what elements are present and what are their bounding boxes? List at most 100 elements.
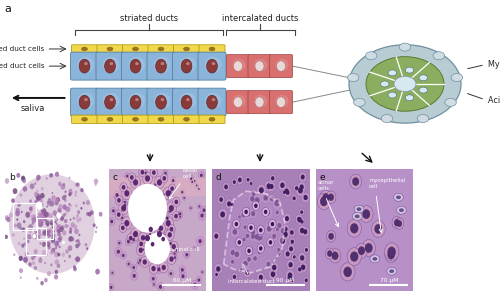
Text: 90 μM: 90 μM [276,277,294,282]
Circle shape [406,67,414,73]
Circle shape [168,232,172,238]
Circle shape [130,176,140,189]
Circle shape [43,229,47,235]
Circle shape [127,233,134,243]
Circle shape [147,184,149,186]
Circle shape [374,224,382,233]
Circle shape [358,247,365,255]
Circle shape [76,182,80,187]
Circle shape [266,183,271,189]
Circle shape [289,247,293,251]
Circle shape [143,248,144,251]
Circle shape [142,259,147,265]
Circle shape [252,201,260,211]
Circle shape [322,194,329,202]
Circle shape [162,265,166,270]
Circle shape [47,233,51,238]
Circle shape [30,214,35,220]
Circle shape [282,189,286,196]
Circle shape [233,275,236,279]
Circle shape [253,205,258,211]
Circle shape [178,211,182,217]
Circle shape [250,190,257,198]
Circle shape [433,52,444,60]
Circle shape [246,211,250,217]
Circle shape [64,260,66,262]
Circle shape [145,175,150,181]
Circle shape [147,209,152,216]
Circle shape [36,221,39,225]
Ellipse shape [396,195,401,199]
Circle shape [232,178,237,186]
Circle shape [34,192,38,196]
Circle shape [54,270,58,274]
Ellipse shape [154,93,170,109]
Circle shape [18,256,23,261]
Circle shape [251,211,255,216]
Circle shape [59,236,62,240]
Circle shape [144,172,146,174]
Circle shape [164,215,170,221]
Circle shape [230,258,235,266]
Circle shape [198,171,204,179]
FancyBboxPatch shape [96,52,124,80]
Circle shape [38,202,40,205]
Circle shape [278,226,287,236]
Circle shape [30,184,35,189]
Circle shape [76,217,78,219]
Circle shape [240,268,242,272]
Ellipse shape [276,95,288,108]
FancyBboxPatch shape [174,45,200,53]
Ellipse shape [209,117,215,121]
Circle shape [54,259,59,265]
Circle shape [110,270,114,275]
Circle shape [296,184,305,196]
Circle shape [74,191,77,194]
Circle shape [52,220,54,222]
Circle shape [156,233,160,237]
FancyBboxPatch shape [270,91,292,114]
Circle shape [285,216,289,221]
Circle shape [62,204,66,210]
Circle shape [23,257,28,263]
Circle shape [54,221,56,223]
Ellipse shape [158,117,164,121]
Circle shape [142,215,144,219]
Circle shape [362,239,376,256]
Circle shape [249,225,253,230]
Circle shape [112,209,114,213]
Circle shape [195,183,198,188]
Circle shape [135,212,138,215]
Circle shape [136,260,140,265]
Circle shape [142,232,152,244]
Circle shape [56,214,60,218]
Circle shape [38,232,41,236]
Circle shape [68,189,72,193]
Circle shape [158,267,160,271]
Circle shape [73,217,75,220]
Circle shape [157,282,164,291]
Circle shape [170,272,172,275]
Circle shape [172,251,177,256]
Circle shape [298,252,306,263]
Circle shape [108,217,115,225]
Circle shape [38,198,43,204]
Circle shape [88,212,92,217]
Circle shape [248,223,254,232]
Circle shape [327,251,332,257]
Circle shape [418,115,429,123]
Circle shape [242,238,246,241]
Circle shape [125,238,132,246]
Circle shape [288,228,296,237]
Circle shape [64,225,67,228]
Circle shape [11,198,15,203]
Circle shape [278,235,287,247]
Circle shape [163,194,165,196]
Circle shape [270,222,274,226]
Text: intercalated ducts: intercalated ducts [222,14,298,23]
Circle shape [169,190,172,194]
Circle shape [282,186,291,197]
Ellipse shape [255,97,264,108]
Circle shape [65,224,67,227]
Ellipse shape [104,95,116,109]
